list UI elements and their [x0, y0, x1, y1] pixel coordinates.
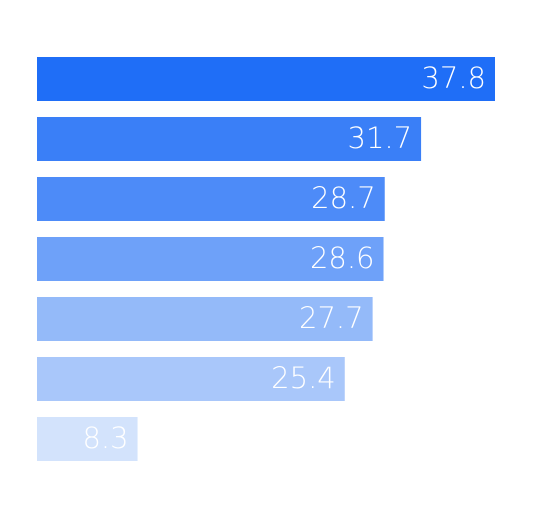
value-label: 31.7	[348, 121, 413, 155]
value-label: 8.3	[82, 421, 128, 455]
value-label: 28.7	[311, 181, 376, 215]
bar	[37, 417, 138, 461]
bar	[37, 357, 345, 401]
value-label: 37.8	[421, 61, 486, 95]
bar	[37, 297, 373, 341]
bar	[37, 57, 495, 101]
value-label: 28.6	[310, 241, 375, 275]
bar	[37, 237, 384, 281]
bar	[37, 177, 385, 221]
value-label: 25.4	[271, 361, 336, 395]
bar	[37, 117, 422, 161]
value-label: 27.7	[299, 301, 364, 335]
